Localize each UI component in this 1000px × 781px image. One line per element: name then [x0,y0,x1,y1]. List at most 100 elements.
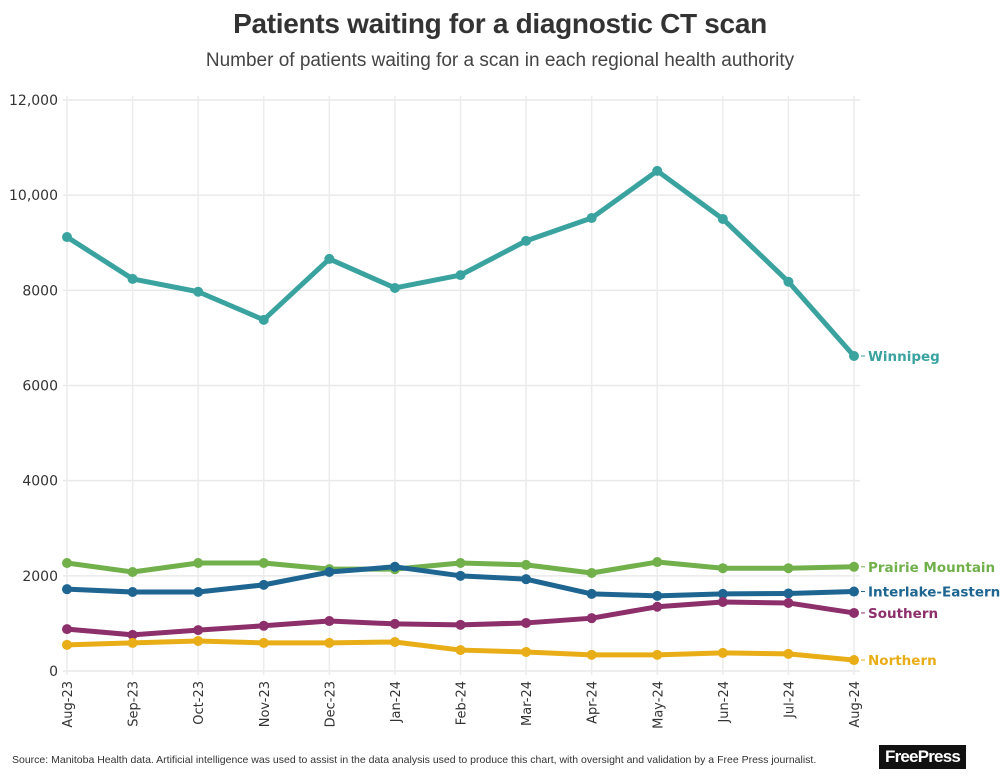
data-point[interactable] [324,567,335,578]
y-tick-label: 8000 [22,283,58,299]
y-tick-label: 10,000 [9,188,58,204]
data-point[interactable] [521,646,532,657]
data-point[interactable] [849,561,859,572]
data-point[interactable] [783,563,794,574]
data-point[interactable] [62,232,72,243]
data-point[interactable] [127,273,138,284]
source-note: Source: Manitoba Health data. Artificial… [12,754,817,766]
data-point[interactable] [849,586,859,597]
data-point[interactable] [127,637,138,648]
data-point[interactable] [849,607,859,618]
x-axis: Aug-23 Sep-23 Oct-23 Nov-23 Dec-23 Jan-24 Feb-… [61,681,863,729]
data-point[interactable] [586,213,597,224]
chart-subtitle: Number of patients waiting for a scan in… [205,50,795,71]
x-tick-label: Nov-23 [258,681,273,727]
data-point[interactable] [586,567,597,578]
data-point[interactable] [389,636,400,647]
data-point[interactable] [127,567,138,578]
data-point[interactable] [717,213,728,224]
data-point[interactable] [783,588,794,599]
data-point[interactable] [521,574,532,585]
x-tick-label: Apr-24 [586,681,601,724]
data-point[interactable] [586,649,597,660]
data-point[interactable] [324,637,335,648]
data-point[interactable] [258,620,269,631]
data-point[interactable] [127,629,138,640]
data-point[interactable] [389,282,400,293]
data-point[interactable] [193,557,204,568]
data-point[interactable] [389,561,400,572]
gridlines [63,96,860,675]
series-label: Prairie Mountain [868,560,995,576]
data-point[interactable] [652,601,663,612]
data-point[interactable] [521,617,532,628]
y-tick-label: 6000 [22,379,58,395]
data-point[interactable] [258,637,269,648]
series-northern [62,636,859,666]
data-point[interactable] [455,270,466,281]
data-point[interactable] [324,253,335,264]
data-point[interactable] [193,636,204,647]
data-point[interactable] [783,597,794,608]
data-point[interactable] [455,645,466,656]
x-tick-label: Jan-24 [389,681,404,723]
series-label: Interlake-Eastern [868,585,1000,601]
free-press-logo: FreePress [879,745,966,769]
data-point[interactable] [521,235,532,246]
data-point[interactable] [62,584,72,595]
data-point[interactable] [455,570,466,581]
x-tick-label: Sep-23 [127,681,142,727]
data-point[interactable] [652,590,663,601]
data-point[interactable] [193,587,204,598]
x-tick-label: Aug-23 [61,681,76,728]
x-tick-label: Feb-24 [455,681,470,725]
data-point[interactable] [717,597,728,608]
data-point[interactable] [389,618,400,629]
y-tick-label: 0 [49,664,58,680]
series-label: Southern [868,606,938,622]
data-point[interactable] [127,587,138,598]
y-tick-label: 4000 [22,474,58,490]
series-label: Winnipeg [868,349,940,365]
data-point[interactable] [717,647,728,658]
data-point[interactable] [586,613,597,624]
data-point[interactable] [258,579,269,590]
series-southern [62,597,859,640]
x-tick-label: Dec-23 [323,681,338,727]
data-point[interactable] [258,314,269,325]
data-point[interactable] [783,276,794,287]
data-point[interactable] [652,557,663,568]
series-winnipeg [62,165,859,361]
data-point[interactable] [521,559,532,570]
data-point[interactable] [849,350,859,361]
data-point[interactable] [258,557,269,568]
data-point[interactable] [193,625,204,636]
data-point[interactable] [62,639,72,650]
data-point[interactable] [849,655,859,666]
y-tick-label: 2000 [22,569,58,585]
data-point[interactable] [783,648,794,659]
series-lines [62,165,859,666]
data-point[interactable] [652,649,663,660]
data-point[interactable] [652,165,663,176]
data-point[interactable] [586,588,597,599]
x-tick-label: Aug-24 [848,681,863,728]
x-tick-label: Mar-24 [520,681,535,726]
data-point[interactable] [717,588,728,599]
y-tick-label: 12,000 [9,93,58,109]
data-point[interactable] [62,624,72,635]
data-point[interactable] [324,616,335,627]
x-tick-label: Jul-24 [782,681,797,719]
series-label: Northern [868,653,937,669]
x-tick-label: Oct-23 [192,681,207,725]
data-point[interactable] [193,286,204,297]
x-tick-label: May-24 [651,681,666,729]
series-interlake-eastern [62,561,859,601]
x-tick-label: Jun-24 [717,681,732,724]
data-point[interactable] [717,563,728,574]
data-point[interactable] [455,557,466,568]
data-point[interactable] [455,619,466,630]
chart-title: Patients waiting for a diagnostic CT sca… [233,8,767,39]
data-point[interactable] [62,557,72,568]
